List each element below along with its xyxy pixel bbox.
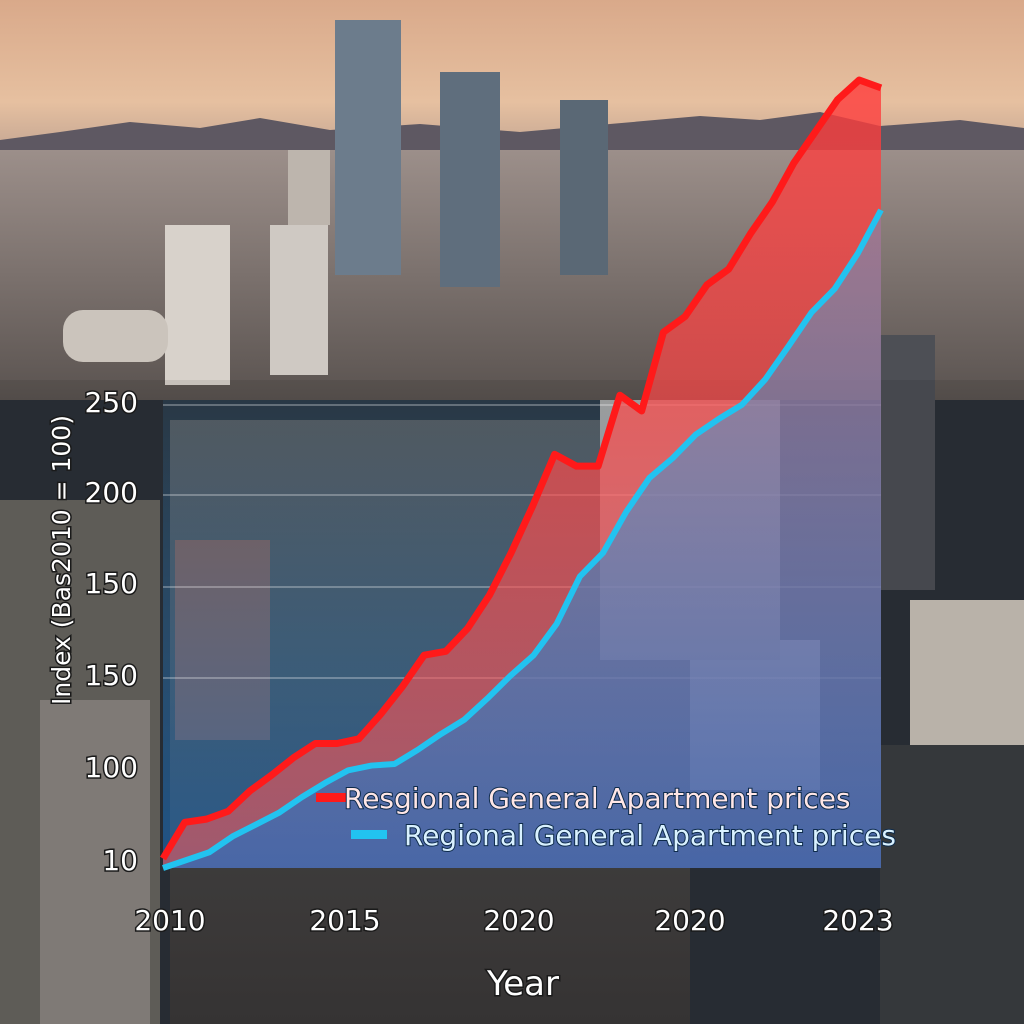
x-tick-label: 2010: [134, 904, 205, 937]
y-tick-label: 200: [85, 476, 138, 509]
legend-label-blue: Regional General Apartment prices: [404, 819, 896, 852]
x-tick-label: 2015: [309, 904, 380, 937]
x-tick-label: 2023: [822, 904, 893, 937]
y-tick-label: 150: [85, 659, 138, 692]
y-tick-label: 250: [85, 386, 138, 419]
legend-swatch-red: [316, 793, 346, 802]
y-tick-labels: 250 200 150 150 100 10: [83, 385, 139, 879]
skyscrapers: [0, 20, 1024, 1024]
x-axis-title: Year: [486, 964, 559, 1004]
series-area-blue: [163, 210, 881, 868]
series-line-red: [159, 76, 883, 861]
y-tick-label: 150: [85, 567, 138, 600]
x-tick-label: 2020: [654, 904, 725, 937]
y-axis-title: Index (Bas2010 = 100): [47, 415, 76, 705]
x-tick-labels: 2010 2015 2020 2020 2023: [133, 903, 895, 939]
y-tick-label: 100: [85, 751, 138, 784]
legend: Resgional General Apartment prices Regio…: [316, 781, 897, 853]
y-tick-label: 10: [102, 844, 138, 877]
legend-swatch-blue: [351, 830, 387, 839]
legend-label-red: Resgional General Apartment prices: [344, 782, 851, 815]
x-tick-label: 2020: [483, 904, 554, 937]
series-line-blue: [162, 208, 884, 871]
